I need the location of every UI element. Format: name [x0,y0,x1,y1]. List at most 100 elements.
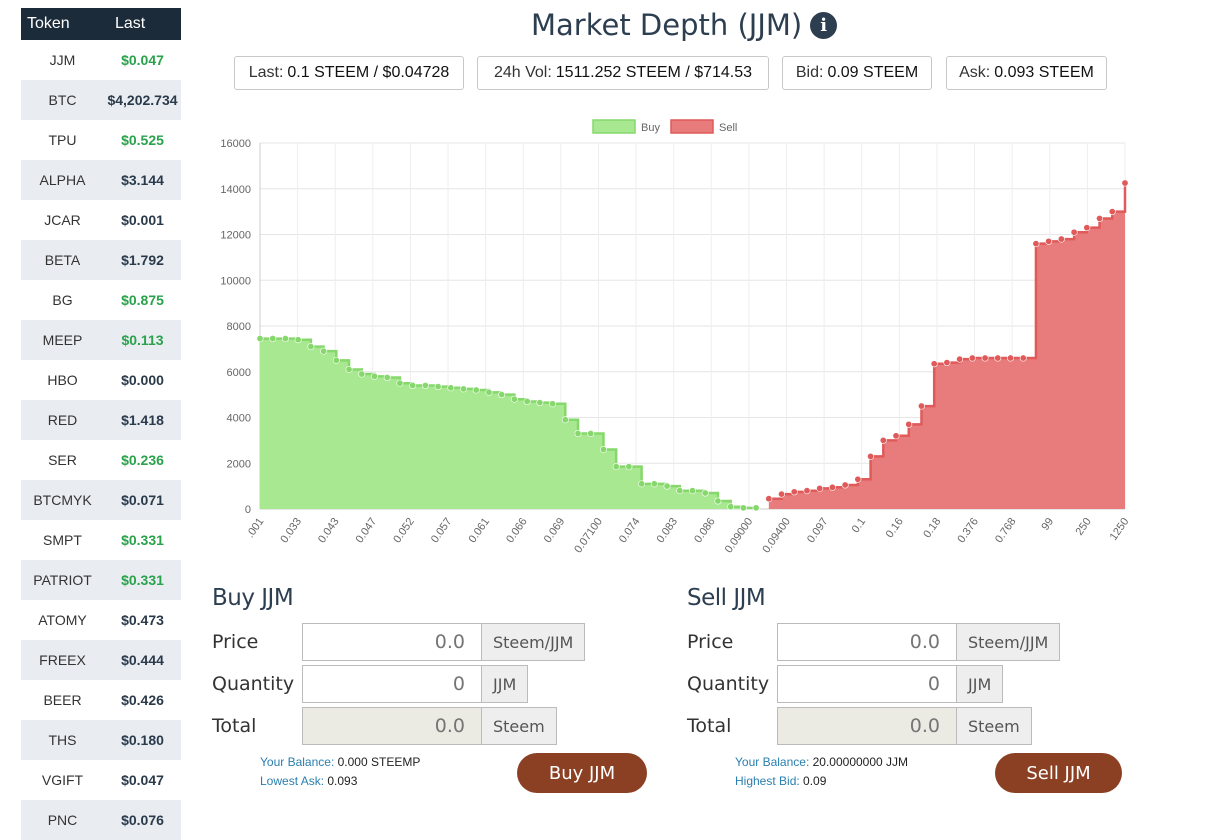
buy-qty-input[interactable] [302,665,482,703]
x-tick-label: 0.16 [884,516,906,540]
token-row[interactable]: HBO $0.000 [21,360,181,400]
token-symbol: FREEX [39,652,86,668]
sell-point [981,354,989,362]
x-tick-label: 0.074 [617,516,643,545]
sell-qty-label: Quantity [687,673,770,695]
token-row[interactable]: MEEP $0.113 [21,320,181,360]
token-last-price: $0.331 [121,572,164,588]
x-tick-label: 0.083 [655,516,681,545]
legend-sell-swatch [670,119,714,134]
token-row[interactable]: TPU $0.525 [21,120,181,160]
x-tick-label: 0.057 [429,516,455,545]
buy-point [396,379,404,387]
token-symbol: BETA [44,252,81,268]
token-row[interactable]: RED $1.418 [21,400,181,440]
buy-balance-value: 0.000 STEEMP [337,755,421,769]
sell-button[interactable]: Sell JJM [995,753,1122,793]
token-table: Token Last JJM $0.047 BTC $4,202.734 TPU $0.5… [21,8,181,840]
buy-point [332,356,340,364]
x-tick-label: 0.1 [850,516,869,535]
token-symbol: SMPT [43,532,82,548]
stat-bid-value: 0.09 STEEM [827,64,919,81]
x-tick-label: 0.061 [466,516,492,545]
sell-price-input[interactable] [777,623,957,661]
buy-point [561,416,569,424]
token-last-price: $0.444 [121,652,164,668]
token-row[interactable]: ALPHA $3.144 [21,160,181,200]
lowest-ask-label: Lowest Ask: [260,774,325,788]
token-row[interactable]: SMPT $0.331 [21,520,181,560]
token-last-price: $0.525 [121,132,164,148]
y-tick-label: 4000 [227,413,251,425]
y-tick-label: 2000 [227,458,251,470]
token-row[interactable]: SER $0.236 [21,440,181,480]
token-row[interactable]: BTCMYK $0.071 [21,480,181,520]
x-tick-label: 0.066 [504,516,530,545]
buy-point [485,388,493,396]
sell-point [1045,237,1053,245]
token-row[interactable]: BTC $4,202.734 [21,80,181,120]
token-last-price: $0.180 [121,732,164,748]
sell-point [854,475,862,483]
buy-point [739,504,747,512]
sell-point [879,436,887,444]
sell-form-title: Sell JJM [687,585,766,611]
token-symbol: VGIFT [41,772,84,788]
token-last-price: $1.418 [121,412,164,428]
token-last-price: $0.426 [121,692,164,708]
token-row[interactable]: VGIFT $0.047 [21,760,181,800]
token-row[interactable]: BEER $0.426 [21,680,181,720]
sell-point [816,484,824,492]
token-last-price: $0.000 [121,372,164,388]
token-row[interactable]: JCAR $0.001 [21,200,181,240]
x-tick-label: 0.07100 [572,516,605,555]
stat-last: Last: 0.1 STEEM / $0.04728 [234,56,464,90]
token-symbol: BTCMYK [33,492,92,508]
token-row[interactable]: PATRIOT $0.331 [21,560,181,600]
stat-ask-value: 0.093 STEEM [994,64,1094,81]
token-row[interactable]: ATOMY $0.473 [21,600,181,640]
buy-point [421,381,429,389]
sell-qty-input[interactable] [777,665,957,703]
sell-total-input [777,707,957,745]
buy-point [752,504,760,512]
buy-price-label: Price [212,631,259,653]
token-row[interactable]: PNC $0.076 [21,800,181,840]
info-icon[interactable]: i [810,11,838,39]
sell-point [1032,240,1040,248]
buy-point [472,386,480,394]
sell-point [790,488,798,496]
buy-point [574,430,582,438]
token-symbol: PNC [47,812,78,828]
sell-total-label: Total [687,715,732,737]
sell-price-row: Price Steem/JJM [687,623,1061,661]
buy-price-input[interactable] [302,623,482,661]
token-row[interactable]: FREEX $0.444 [21,640,181,680]
buy-point [599,446,607,454]
buy-form-title: Buy JJM [212,585,294,611]
sell-point [1057,235,1065,243]
token-row[interactable]: JJM $0.047 [21,40,181,80]
token-row[interactable]: BG $0.875 [21,280,181,320]
buy-button[interactable]: Buy JJM [517,753,647,793]
buy-total-row: Total Steem [212,707,557,745]
buy-point [281,335,289,343]
token-last-price: $1.792 [121,252,164,268]
buy-point [663,482,671,490]
token-row[interactable]: BETA $1.792 [21,240,181,280]
buy-point [320,347,328,355]
sell-total-row: Total Steem [687,707,1032,745]
sell-qty-unit: JJM [957,665,1004,703]
token-row[interactable]: THS $0.180 [21,720,181,760]
x-tick-label: 0.09000 [723,516,756,555]
buy-point [370,372,378,380]
stat-ask: Ask: 0.093 STEEM [946,56,1107,90]
sell-point [994,354,1002,362]
buy-point [701,489,709,497]
buy-point [498,391,506,399]
sell-price-label: Price [687,631,734,653]
buy-point [638,480,646,488]
y-tick-label: 14000 [220,184,251,196]
sell-point [1121,179,1129,187]
token-symbol: MEEP [42,332,83,348]
